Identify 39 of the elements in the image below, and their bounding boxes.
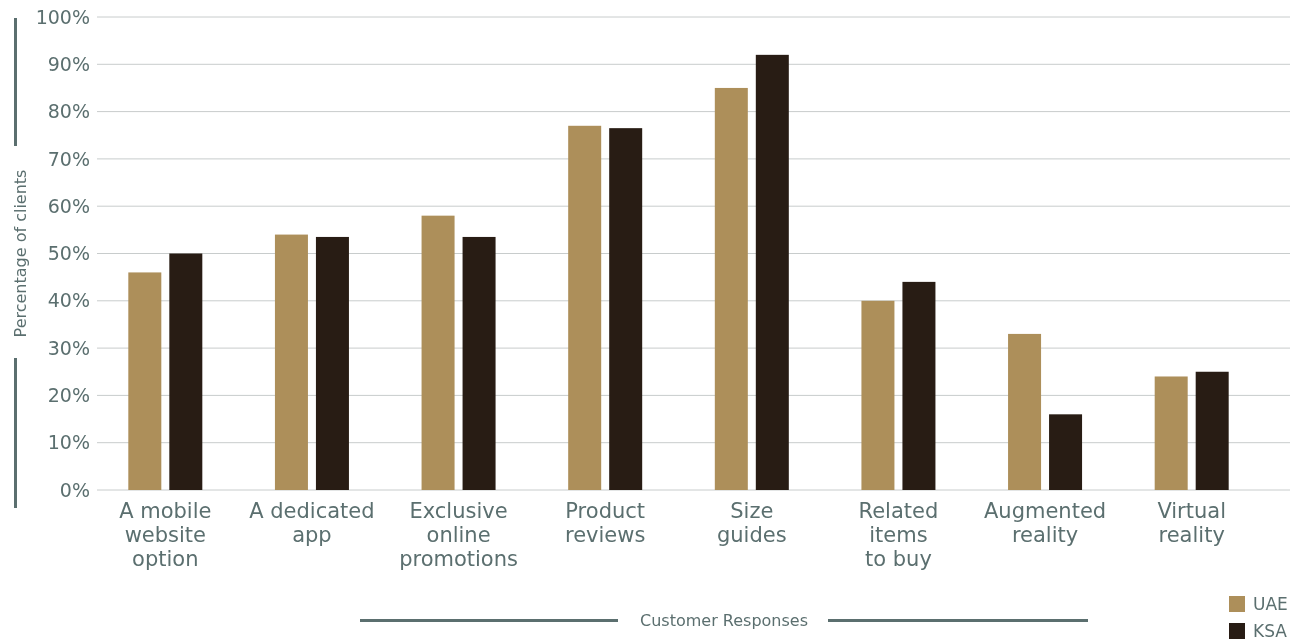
y-tick-label: 20% — [47, 384, 90, 407]
x-tick-label: Augmented reality — [983, 499, 1107, 547]
bar — [902, 281, 936, 490]
x-tick-label: A dedicated app — [249, 499, 375, 547]
bar — [421, 215, 455, 490]
bar — [568, 125, 602, 490]
x-axis-title: Customer Responses — [640, 610, 808, 630]
bar — [1008, 333, 1042, 490]
y-axis-title: Percentage of clients — [10, 169, 30, 338]
bar — [128, 272, 162, 490]
y-tick-label: 10% — [47, 431, 90, 454]
y-tick-label: 70% — [47, 147, 90, 170]
y-tick-label: 0% — [59, 478, 90, 501]
y-tick-label: 30% — [47, 336, 90, 359]
bar — [315, 236, 349, 490]
bar — [1049, 414, 1083, 490]
y-tick-label: 100% — [35, 5, 90, 28]
y-tick-label: 40% — [47, 289, 90, 312]
x-tick-label: Related items to buy — [858, 499, 939, 571]
legend-label: UAE — [1253, 593, 1288, 614]
bar — [274, 234, 308, 490]
x-tick-label: Product reviews — [564, 499, 646, 547]
bar — [169, 253, 203, 490]
y-tick-label: 80% — [47, 100, 90, 123]
bar — [1195, 371, 1229, 490]
bar — [714, 87, 748, 490]
bar — [755, 54, 789, 490]
y-tick-label: 90% — [47, 52, 90, 75]
bar — [861, 300, 895, 490]
x-tick-label: Size guides — [716, 499, 787, 547]
y-tick-label: 50% — [47, 242, 90, 265]
x-tick-label: Exclusive online promotions — [399, 499, 518, 571]
y-tick-label: 60% — [47, 194, 90, 217]
x-tick-label: Virtual reality — [1157, 499, 1226, 547]
legend-label: KSA — [1253, 620, 1288, 641]
x-tick-label: A mobile website option — [119, 499, 212, 571]
bar — [462, 236, 496, 490]
bar — [1154, 376, 1188, 490]
bar — [609, 128, 643, 490]
